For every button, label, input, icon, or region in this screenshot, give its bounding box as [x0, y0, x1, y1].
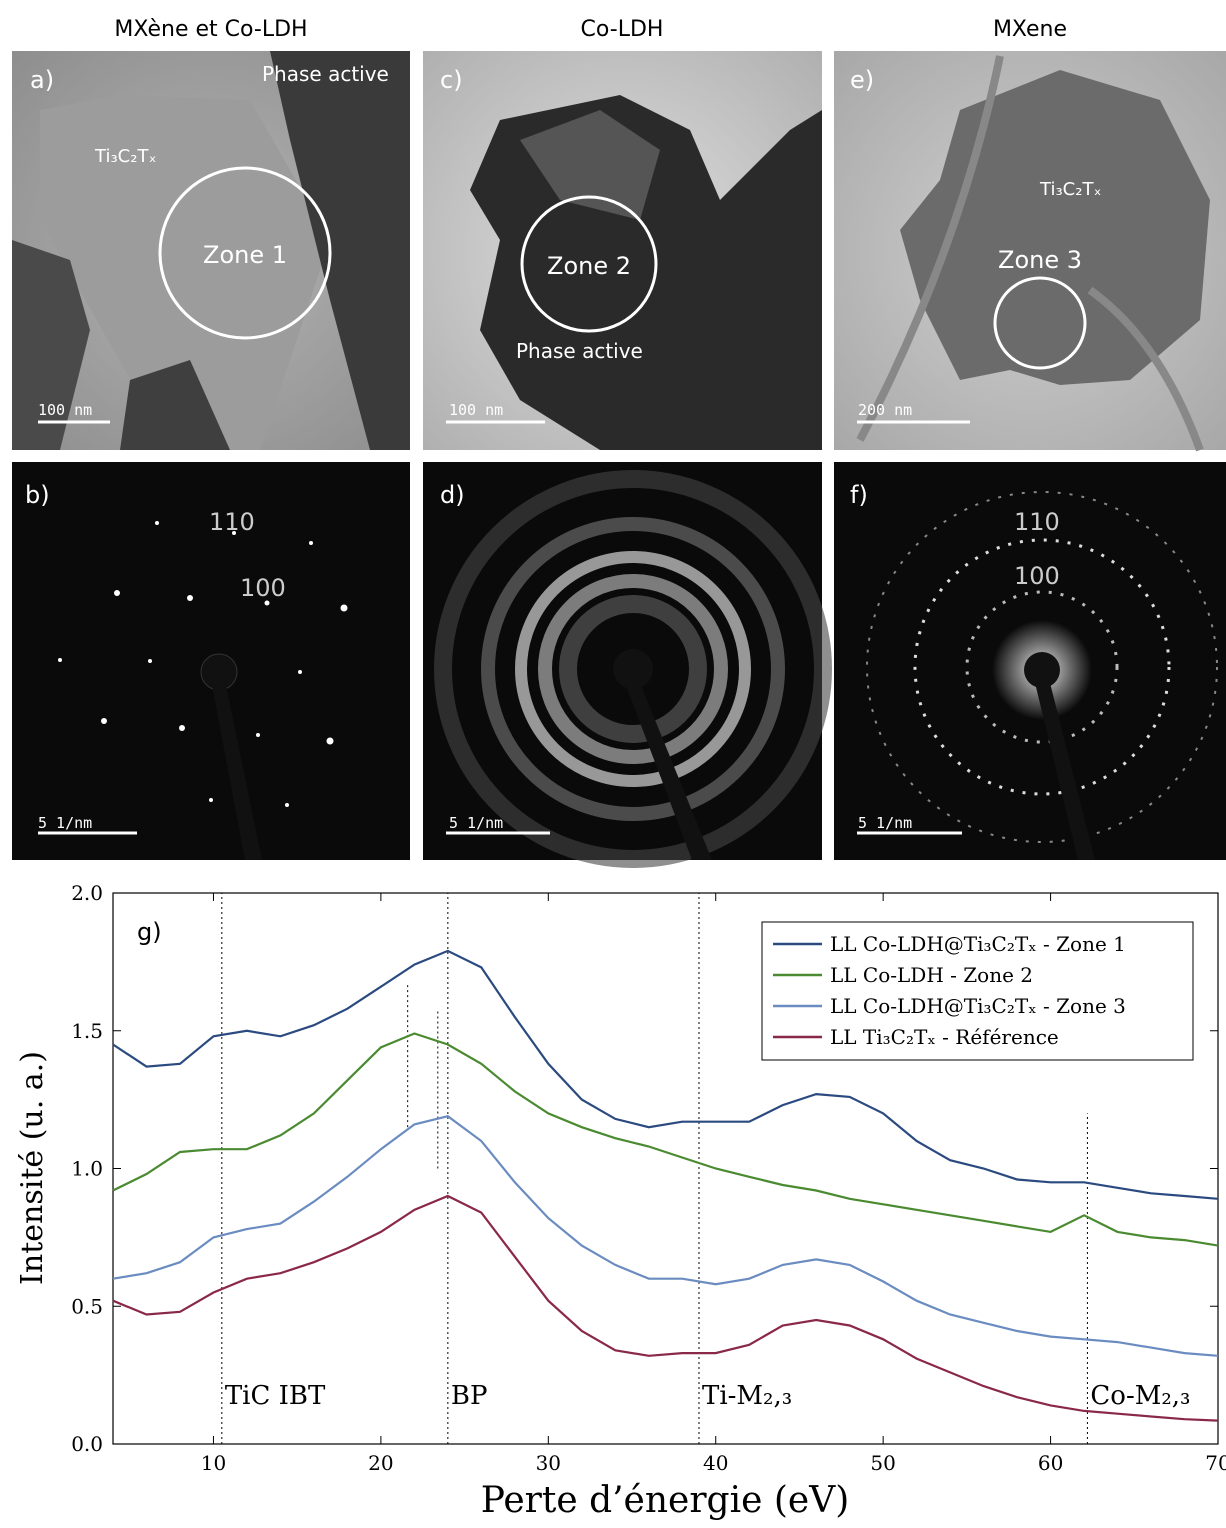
series-line [112, 1194, 1219, 1422]
micrograph-e: e) Ti₃C₂Tₓ Zone 3 200 nm [834, 51, 1226, 452]
series-line [112, 1032, 1219, 1247]
zone-label: Zone 1 [203, 241, 287, 269]
y-tick-label: 1.0 [71, 1157, 103, 1181]
series-line [112, 1115, 1219, 1357]
reflection-label: 110 [1014, 508, 1060, 536]
material-label: Ti₃C₂Tₓ [1039, 179, 1101, 200]
x-tick-label: 70 [1205, 1451, 1226, 1475]
y-tick-label: 0.5 [71, 1294, 103, 1318]
diffraction-d: d) 5 1/nm [423, 462, 832, 868]
x-tick-label: 50 [870, 1451, 895, 1475]
legend-label: LL Co-LDH@Ti₃C₂Tₓ - Zone 3 [830, 994, 1126, 1018]
y-axis-label: Intensité (u. a.) [15, 1051, 50, 1285]
x-tick-label: 60 [1038, 1451, 1063, 1475]
phase-label: Phase active [516, 339, 643, 363]
y-tick-label: 0.0 [71, 1432, 103, 1456]
x-tick-label: 40 [703, 1451, 728, 1475]
panel-label: b) [25, 481, 50, 509]
series-line [112, 949, 1219, 1200]
scale-label: 200 nm [858, 401, 912, 419]
material-label: Ti₃C₂Tₓ [94, 146, 156, 167]
annotation-label: BP [451, 1381, 488, 1411]
column-title: MXene [993, 17, 1067, 42]
zone-label: Zone 2 [547, 252, 631, 280]
y-tick-label: 1.5 [71, 1019, 103, 1043]
reflection-label: 100 [1014, 562, 1060, 590]
reflection-label: 100 [240, 574, 286, 602]
diffraction-b: b) 110 100 5 1/nm [12, 462, 410, 860]
y-tick-label: 2.0 [71, 881, 103, 905]
legend-label: LL Co-LDH@Ti₃C₂Tₓ - Zone 1 [830, 932, 1126, 956]
legend-label: LL Co-LDH - Zone 2 [830, 963, 1033, 987]
annotation-label: TiC IBT [225, 1381, 326, 1411]
phase-label: Phase active [262, 62, 389, 86]
scale-label: 100 nm [449, 401, 503, 419]
panel-label: a) [30, 66, 54, 94]
zone-label: Zone 3 [998, 246, 1082, 274]
scale-label: 5 1/nm [38, 814, 92, 832]
panel-label: f) [850, 481, 868, 509]
column-title: MXène et Co-LDH [114, 17, 307, 42]
x-tick-label: 20 [368, 1451, 393, 1475]
column-title: Co-LDH [581, 17, 664, 42]
x-tick-label: 10 [201, 1451, 226, 1475]
panel-label: c) [440, 66, 463, 94]
annotation-label: Co-M₂,₃ [1090, 1381, 1190, 1411]
x-tick-label: 30 [536, 1451, 561, 1475]
panel-label: d) [440, 481, 465, 509]
scale-label: 5 1/nm [449, 814, 503, 832]
legend-box [761, 921, 1194, 1061]
micrograph-c: c) Zone 2 Phase active 100 nm [423, 51, 822, 450]
micrograph-a: a) Phase active Ti₃C₂Tₓ Zone 1 100 nm [12, 51, 410, 450]
scale-label: 100 nm [38, 401, 92, 419]
x-axis-label: Perte d’énergie (eV) [481, 1480, 850, 1521]
legend-label: LL Ti₃C₂Tₓ - Référence [830, 1025, 1059, 1049]
panel-label: g) [137, 918, 162, 946]
diffraction-f: f) 110 100 5 1/nm [834, 462, 1226, 860]
annotation-label: Ti-M₂,₃ [702, 1381, 792, 1411]
panel-label: e) [850, 66, 874, 94]
chart: 0.0 0.5 1.0 1.5 2.0 10 20 30 40 50 60 70 TiC IBT BP Ti… [71, 881, 1226, 1475]
scale-label: 5 1/nm [858, 814, 912, 832]
reflection-label: 110 [209, 508, 255, 536]
